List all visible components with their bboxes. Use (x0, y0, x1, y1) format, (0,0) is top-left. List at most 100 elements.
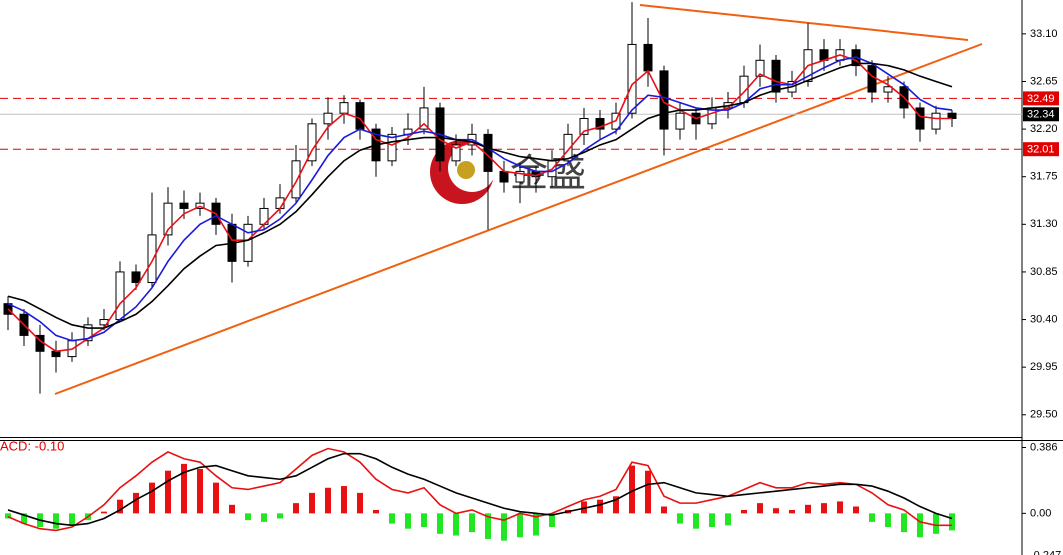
histogram-bar (453, 513, 459, 536)
histogram-bar (405, 513, 411, 529)
histogram-bar (629, 465, 635, 514)
candle-body (883, 86, 893, 93)
histogram-bar (245, 513, 251, 521)
histogram-bar (149, 482, 155, 514)
histogram-bar (613, 496, 619, 514)
candle-body (323, 112, 333, 125)
histogram-bar (309, 492, 315, 514)
histogram-bar (869, 513, 875, 522)
histogram-bar (373, 509, 379, 514)
histogram-bar (757, 503, 763, 514)
histogram-bar (805, 504, 811, 514)
histogram-bar (837, 501, 843, 514)
candle-body (339, 102, 349, 114)
histogram-bar (165, 470, 171, 514)
histogram-bar (133, 492, 139, 514)
candle-body (163, 202, 173, 236)
y-tick-label: 33.10 (1030, 28, 1058, 40)
histogram-bar (261, 513, 267, 522)
candle-body (931, 112, 941, 130)
histogram-bar (293, 503, 299, 514)
histogram-bar (581, 501, 587, 514)
candle-body (419, 107, 429, 130)
y-tick-label: 0.386 (1030, 441, 1058, 453)
histogram-bar (53, 513, 59, 529)
histogram-bar (325, 487, 331, 514)
histogram-bar (773, 508, 779, 514)
histogram-bar (341, 486, 347, 514)
y-tick-label: 31.30 (1030, 218, 1058, 230)
histogram-bar (597, 499, 603, 514)
candle-body (243, 223, 253, 262)
histogram-bar (645, 470, 651, 514)
candle-body (659, 70, 669, 130)
candle-body (595, 118, 605, 130)
logo-dot (457, 161, 475, 179)
histogram-bar (677, 513, 683, 524)
histogram-bar (101, 511, 107, 514)
candle-body (867, 65, 877, 93)
y-tick-label: -0.247 (1030, 549, 1061, 555)
y-tick-label: 32.65 (1030, 75, 1058, 87)
trend-line (639, 4, 969, 41)
price-label: 32.01 (1027, 144, 1055, 156)
histogram-bar (389, 513, 395, 524)
candle-body (355, 102, 365, 130)
y-tick-label: 31.75 (1030, 171, 1058, 183)
histogram-bar (501, 513, 507, 541)
histogram-bar (5, 513, 11, 519)
histogram-bar (709, 513, 715, 527)
y-tick-label: 30.85 (1030, 266, 1058, 278)
histogram-bar (949, 513, 955, 531)
macd-line (7, 447, 952, 532)
candle-body (499, 170, 509, 183)
histogram-bar (517, 513, 523, 538)
histogram-bar (357, 492, 363, 514)
price-label-box (1023, 142, 1059, 157)
histogram-bar (181, 463, 187, 514)
histogram-bar (213, 482, 219, 514)
histogram-bar (885, 513, 891, 527)
histogram-bar (197, 469, 203, 514)
candle-body (179, 202, 189, 209)
candle-body (643, 43, 653, 72)
histogram-bar (437, 513, 443, 534)
histogram-bar (725, 513, 731, 526)
candle-body (131, 271, 141, 284)
macd-line (7, 452, 953, 527)
histogram-bar (549, 513, 555, 527)
moving-average (7, 54, 952, 353)
histogram-bar (693, 513, 699, 529)
price-label: 32.34 (1027, 109, 1055, 121)
candle-body (307, 123, 317, 162)
candle-body (115, 271, 125, 321)
y-tick-label: 29.50 (1030, 409, 1058, 421)
candle-body (563, 133, 573, 162)
y-tick-label: 30.40 (1030, 313, 1058, 325)
moving-average (7, 56, 953, 342)
histogram-bar (277, 513, 283, 519)
candle-body (291, 160, 301, 199)
histogram-bar (661, 506, 667, 514)
histogram-bar (821, 503, 827, 514)
histogram-bar (117, 499, 123, 514)
histogram-bar (533, 513, 539, 536)
candle-body (755, 59, 765, 77)
price-label-box (1023, 107, 1059, 122)
histogram-bar (21, 513, 27, 524)
y-tick-label: 32.20 (1030, 123, 1058, 135)
candle-body (675, 112, 685, 130)
histogram-bar (485, 513, 491, 539)
histogram-bar (229, 504, 235, 514)
histogram-bar (933, 513, 939, 534)
candle-body (915, 107, 925, 130)
candle-body (627, 43, 637, 114)
candle-body (515, 170, 525, 183)
histogram-bar (469, 513, 475, 533)
candle-body (579, 118, 589, 135)
candle-body (83, 324, 93, 342)
histogram-bar (917, 513, 923, 538)
price-label: 32.49 (1027, 93, 1055, 105)
histogram-bar (901, 513, 907, 533)
